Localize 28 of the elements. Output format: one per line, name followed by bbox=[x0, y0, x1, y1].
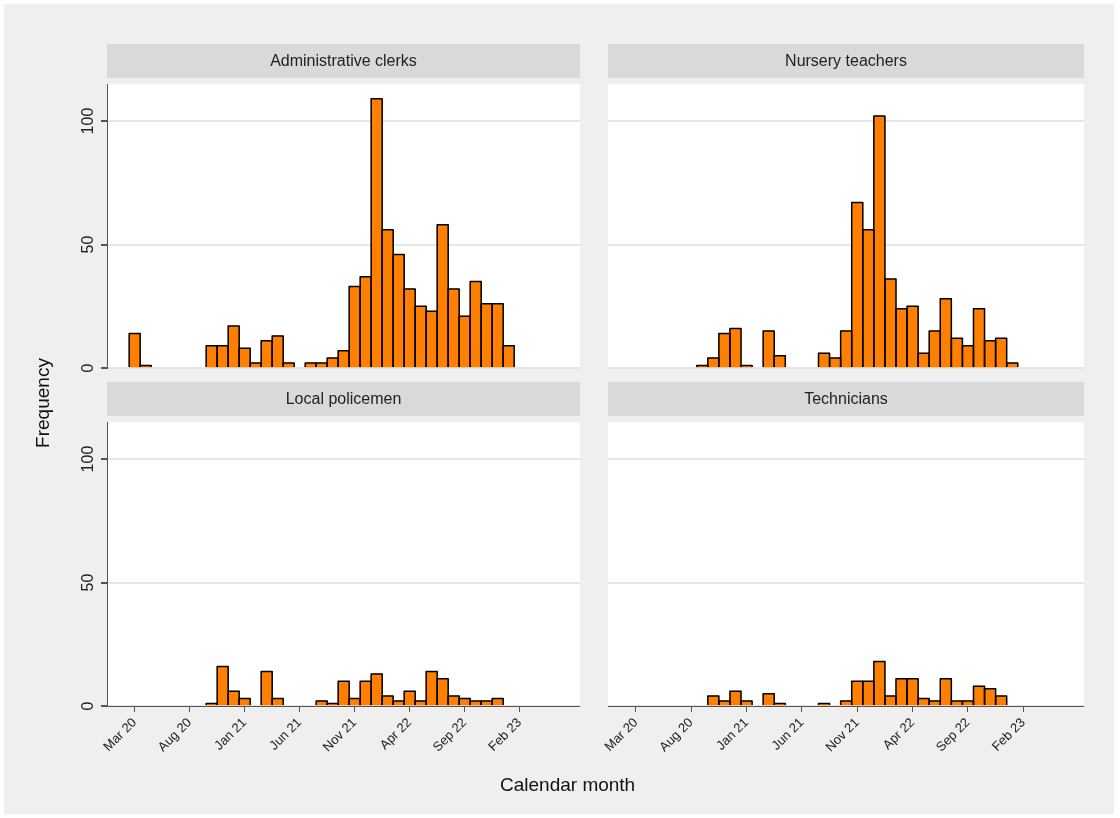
x-tick-label: Apr 22 bbox=[376, 714, 415, 753]
chart-title: Nursery teachers bbox=[608, 44, 1084, 78]
x-tick-label: Mar 20 bbox=[100, 714, 140, 754]
chart-title: Administrative clerks bbox=[107, 44, 580, 78]
y-tick-label: 0 bbox=[79, 363, 97, 373]
x-tick-label: Mar 20 bbox=[601, 714, 641, 754]
x-tick-label: Sep 22 bbox=[932, 714, 973, 755]
x-tick-label: Jan 21 bbox=[712, 714, 752, 753]
y-tick-label: 100 bbox=[79, 107, 97, 135]
x-tick-label: Jan 21 bbox=[211, 714, 250, 753]
x-tick-label: Aug 20 bbox=[154, 714, 195, 755]
y-axis-title: Frequency bbox=[31, 358, 54, 448]
y-tick-label: 100 bbox=[79, 445, 97, 473]
x-tick-label: Feb 23 bbox=[988, 714, 1028, 754]
chart-title: Technicians bbox=[608, 382, 1084, 416]
x-axis-title: Calendar month bbox=[500, 774, 636, 796]
x-tick-label: Nov 21 bbox=[319, 714, 360, 755]
x-tick-label: Apr 22 bbox=[879, 714, 918, 753]
y-tick-label: 50 bbox=[79, 573, 97, 592]
x-tick-label: Aug 20 bbox=[656, 714, 696, 755]
chart-title: Local policemen bbox=[107, 382, 580, 416]
x-tick-label: Jun 21 bbox=[768, 714, 807, 753]
y-tick-label: 50 bbox=[79, 235, 97, 254]
x-tick-label: Feb 23 bbox=[485, 714, 525, 754]
x-tick-label: Nov 21 bbox=[822, 714, 862, 755]
x-tick-label: Jun 21 bbox=[266, 714, 305, 753]
x-tick-label: Sep 22 bbox=[429, 714, 470, 755]
y-tick-label: 0 bbox=[79, 701, 97, 711]
